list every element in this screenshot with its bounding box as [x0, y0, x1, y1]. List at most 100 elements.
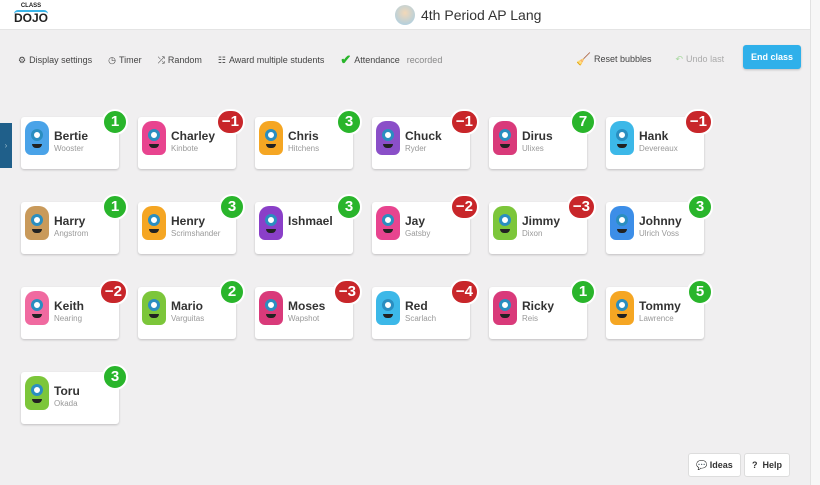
student-card[interactable]: Hank Devereaux −1: [606, 109, 713, 169]
avatar-mouth: [32, 314, 42, 318]
ideas-button[interactable]: 💬 Ideas: [688, 453, 741, 477]
avatar-eye: [148, 129, 160, 141]
points-badge: −2: [449, 194, 479, 220]
avatar-mouth: [617, 314, 627, 318]
undo-last-button[interactable]: ↶ Undo last: [675, 53, 725, 65]
student-first-name: Chris: [288, 129, 319, 143]
student-first-name: Toru: [54, 384, 80, 398]
student-card[interactable]: Tommy Lawrence 5: [606, 279, 713, 339]
sidebar-toggle[interactable]: ›: [0, 123, 12, 168]
monster-avatar-icon: [259, 121, 283, 155]
end-class-button[interactable]: End class: [743, 45, 801, 69]
student-card[interactable]: Johnny Ulrich Voss 3: [606, 194, 713, 254]
points-badge: 1: [102, 109, 128, 135]
avatar-mouth: [383, 314, 393, 318]
student-first-name: Moses: [288, 299, 326, 313]
avatar-eye: [616, 214, 628, 226]
student-card[interactable]: Moses Wapshot −3: [255, 279, 362, 339]
classdojo-logo[interactable]: CLASS DOJO: [14, 3, 49, 25]
monster-avatar-icon: [25, 376, 49, 410]
monster-avatar-icon: [376, 121, 400, 155]
points-badge: 1: [570, 279, 596, 305]
avatar-mouth: [266, 144, 276, 148]
points-badge: 3: [687, 194, 713, 220]
broom-icon: 🧹: [576, 52, 591, 66]
student-first-name: Hank: [639, 129, 669, 143]
student-card[interactable]: Jimmy Dixon −3: [489, 194, 596, 254]
monster-avatar-icon: [493, 291, 517, 325]
monster-avatar-icon: [610, 291, 634, 325]
avatar-mouth: [32, 229, 42, 233]
monster-avatar-icon: [142, 121, 166, 155]
monster-avatar-icon: [142, 206, 166, 240]
header: CLASS DOJO 4th Period AP Lang: [0, 0, 810, 30]
student-first-name: Keith: [54, 299, 84, 313]
student-card[interactable]: Henry Scrimshander 3: [138, 194, 245, 254]
award-multiple-button[interactable]: ☷ Award multiple students: [217, 54, 325, 66]
class-title[interactable]: 4th Period AP Lang: [395, 5, 541, 25]
student-last-name: Angstrom: [54, 229, 89, 238]
student-card[interactable]: Mario Varguitas 2: [138, 279, 245, 339]
student-card[interactable]: Toru Okada 3: [21, 364, 128, 424]
student-last-name: Reis: [522, 314, 539, 323]
monster-avatar-icon: [493, 206, 517, 240]
student-card[interactable]: Ishmael 3: [255, 194, 362, 254]
student-card[interactable]: Keith Nearing −2: [21, 279, 128, 339]
monster-avatar-icon: [376, 206, 400, 240]
student-last-name: Ryder: [405, 144, 427, 153]
avatar-mouth: [149, 229, 159, 233]
question-icon: ?: [752, 460, 758, 470]
student-card[interactable]: Jay Gatsby −2: [372, 194, 479, 254]
student-card[interactable]: Charley Kinbote −1: [138, 109, 245, 169]
timer-button[interactable]: ◷ Timer: [108, 54, 142, 66]
monster-avatar-icon: [25, 206, 49, 240]
student-first-name: Mario: [171, 299, 204, 313]
avatar-eye: [31, 214, 43, 226]
help-button[interactable]: ? Help: [744, 453, 791, 477]
student-card[interactable]: Harry Angstrom 1: [21, 194, 128, 254]
attendance-button[interactable]: ✔ Attendance recorded: [340, 52, 443, 67]
monster-avatar-icon: [493, 121, 517, 155]
toolbar: ⚙ Display settings ◷ Timer ⤮ Random ☷ Award …: [18, 52, 442, 68]
avatar-eye: [148, 299, 160, 311]
points-badge: −3: [332, 279, 362, 305]
student-last-name: Wapshot: [288, 314, 320, 323]
random-button[interactable]: ⤮ Random: [157, 54, 202, 66]
points-badge: 3: [219, 194, 245, 220]
avatar-eye: [265, 214, 277, 226]
avatar-eye: [499, 214, 511, 226]
avatar-eye: [499, 129, 511, 141]
student-last-name: Ulrich Voss: [639, 229, 680, 238]
student-card[interactable]: Chris Hitchens 3: [255, 109, 362, 169]
avatar-mouth: [266, 229, 276, 233]
avatar-eye: [31, 129, 43, 141]
display-settings-button[interactable]: ⚙ Display settings: [18, 54, 93, 66]
student-card[interactable]: Ricky Reis 1: [489, 279, 596, 339]
avatar-mouth: [32, 144, 42, 148]
student-first-name: Dirus: [522, 129, 553, 143]
clock-icon: ◷: [108, 54, 116, 65]
reset-bubbles-button[interactable]: 🧹 Reset bubbles: [576, 52, 652, 66]
scrollbar[interactable]: [810, 0, 820, 485]
avatar-mouth: [500, 314, 510, 318]
monster-avatar-icon: [259, 291, 283, 325]
points-badge: 1: [102, 194, 128, 220]
student-first-name: Bertie: [54, 129, 89, 143]
points-badge: −4: [449, 279, 479, 305]
student-last-name: Hitchens: [288, 144, 320, 153]
points-badge: −1: [683, 109, 713, 135]
student-card[interactable]: Chuck Ryder −1: [372, 109, 479, 169]
list-icon: ☷: [217, 54, 226, 65]
student-card[interactable]: Red Scarlach −4: [372, 279, 479, 339]
points-badge: −1: [449, 109, 479, 135]
student-last-name: Gatsby: [405, 229, 431, 238]
monster-avatar-icon: [259, 206, 283, 240]
gear-icon: ⚙: [18, 54, 27, 65]
student-card[interactable]: Bertie Wooster 1: [21, 109, 128, 169]
shuffle-icon: ⤮: [157, 54, 165, 65]
student-last-name: Scarlach: [405, 314, 437, 323]
student-last-name: Okada: [54, 399, 78, 408]
student-card[interactable]: Dirus Ulixes 7: [489, 109, 596, 169]
avatar-mouth: [149, 144, 159, 148]
monster-avatar-icon: [25, 291, 49, 325]
